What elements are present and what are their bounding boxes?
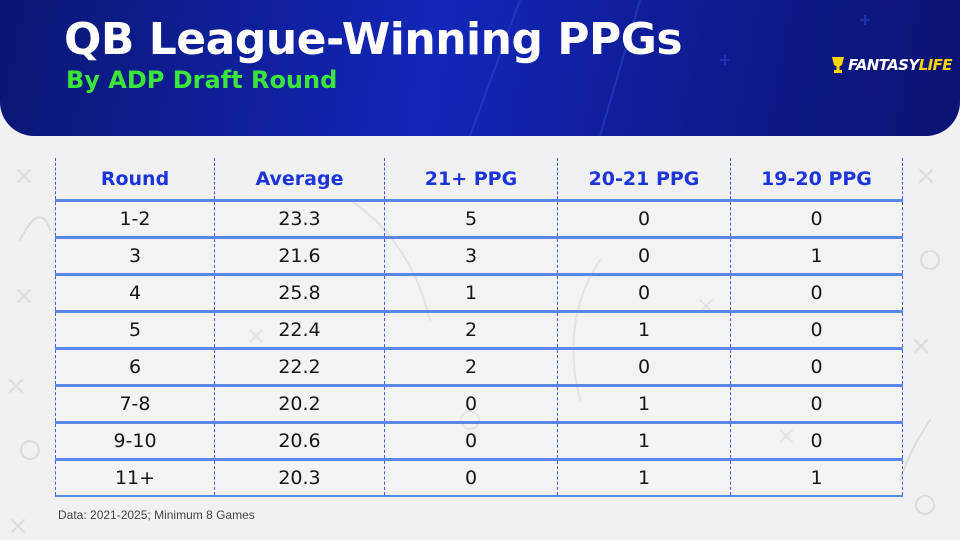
- table-cell: 0: [384, 422, 558, 461]
- table-cell: 2: [384, 311, 558, 350]
- table-cell: 3: [55, 237, 215, 276]
- table-cell: 0: [730, 385, 903, 424]
- table-row: 11+ 20.3 0 1 1: [55, 459, 903, 497]
- table-row: 9-10 20.6 0 1 0: [55, 422, 903, 461]
- table-cell: 0: [557, 348, 731, 387]
- table-cell: 5: [384, 200, 558, 239]
- table-cell: 22.4: [214, 311, 385, 350]
- table-cell: 21.6: [214, 237, 385, 276]
- table-cell: 11+: [55, 459, 215, 497]
- column-header-round: Round: [55, 158, 215, 202]
- table-cell: 20.6: [214, 422, 385, 461]
- column-header-19-20-ppg: 19-20 PPG: [730, 158, 903, 202]
- table-cell: 5: [55, 311, 215, 350]
- data-source-footnote: Data: 2021-2025; Minimum 8 Games: [58, 508, 255, 522]
- column-header-20-21-ppg: 20-21 PPG: [557, 158, 731, 202]
- table-cell: 0: [557, 200, 731, 239]
- table-cell: 0: [730, 200, 903, 239]
- table-cell: 1: [730, 459, 903, 497]
- table-cell: 1: [557, 422, 731, 461]
- table-header-row: Round Average 21+ PPG 20-21 PPG 19-20 PP…: [55, 158, 903, 202]
- trophy-icon: [832, 57, 844, 73]
- chart-title: QB League-Winning PPGs: [64, 14, 683, 65]
- chart-subtitle: By ADP Draft Round: [66, 66, 338, 94]
- table-cell: 9-10: [55, 422, 215, 461]
- table-cell: 0: [730, 274, 903, 313]
- table-cell: 0: [384, 385, 558, 424]
- table-cell: 22.2: [214, 348, 385, 387]
- table-row: 1-2 23.3 5 0 0: [55, 200, 903, 239]
- table-cell: 20.2: [214, 385, 385, 424]
- table-cell: 0: [730, 422, 903, 461]
- table-cell: 7-8: [55, 385, 215, 424]
- table-cell: 2: [384, 348, 558, 387]
- table-cell: 4: [55, 274, 215, 313]
- data-table-container: Round Average 21+ PPG 20-21 PPG 19-20 PP…: [55, 158, 903, 497]
- table-cell: 3: [384, 237, 558, 276]
- table-cell: 25.8: [214, 274, 385, 313]
- table-row: 3 21.6 3 0 1: [55, 237, 903, 276]
- table-cell: 1: [730, 237, 903, 276]
- table-cell: 20.3: [214, 459, 385, 497]
- qb-ppg-table: Round Average 21+ PPG 20-21 PPG 19-20 PP…: [55, 158, 903, 497]
- table-cell: 0: [557, 237, 731, 276]
- header-banner: QB League-Winning PPGs By ADP Draft Roun…: [0, 0, 960, 136]
- table-row: 6 22.2 2 0 0: [55, 348, 903, 387]
- logo-text-life: LIFE: [918, 56, 953, 74]
- header-field-lines: [469, 0, 870, 136]
- table-cell: 1: [557, 385, 731, 424]
- table-cell: 1-2: [55, 200, 215, 239]
- table-row: 4 25.8 1 0 0: [55, 274, 903, 313]
- table-cell: 1: [557, 459, 731, 497]
- logo-text-fantasy: FANTASY: [848, 56, 919, 74]
- table-cell: 0: [557, 274, 731, 313]
- table-cell: 6: [55, 348, 215, 387]
- table-cell: 23.3: [214, 200, 385, 239]
- table-cell: 1: [557, 311, 731, 350]
- table-cell: 0: [384, 459, 558, 497]
- fantasy-life-logo: FANTASYLIFE: [830, 54, 952, 76]
- table-row: 5 22.4 2 1 0: [55, 311, 903, 350]
- table-cell: 0: [730, 348, 903, 387]
- table-row: 7-8 20.2 0 1 0: [55, 385, 903, 424]
- table-cell: 1: [384, 274, 558, 313]
- column-header-21-plus-ppg: 21+ PPG: [384, 158, 558, 202]
- column-header-average: Average: [214, 158, 385, 202]
- table-cell: 0: [730, 311, 903, 350]
